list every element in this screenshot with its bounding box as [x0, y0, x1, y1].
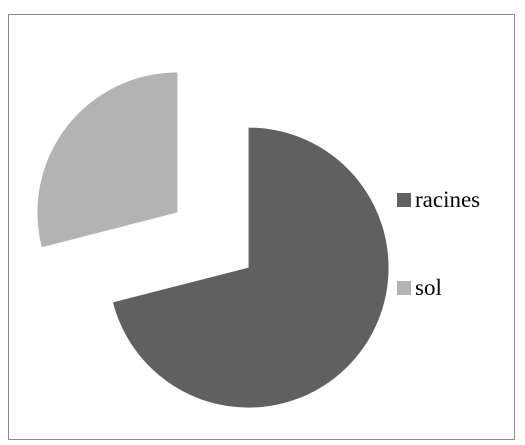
legend-swatch-sol — [397, 280, 411, 295]
legend-item-sol: sol — [397, 276, 442, 299]
pie-slice-sol — [37, 72, 178, 248]
legend-swatch-racines — [397, 192, 411, 207]
legend-label-sol: sol — [415, 275, 442, 300]
legend-label-racines: racines — [415, 187, 481, 212]
legend-item-racines: racines — [397, 188, 480, 211]
pie-slice-racines — [112, 127, 389, 408]
